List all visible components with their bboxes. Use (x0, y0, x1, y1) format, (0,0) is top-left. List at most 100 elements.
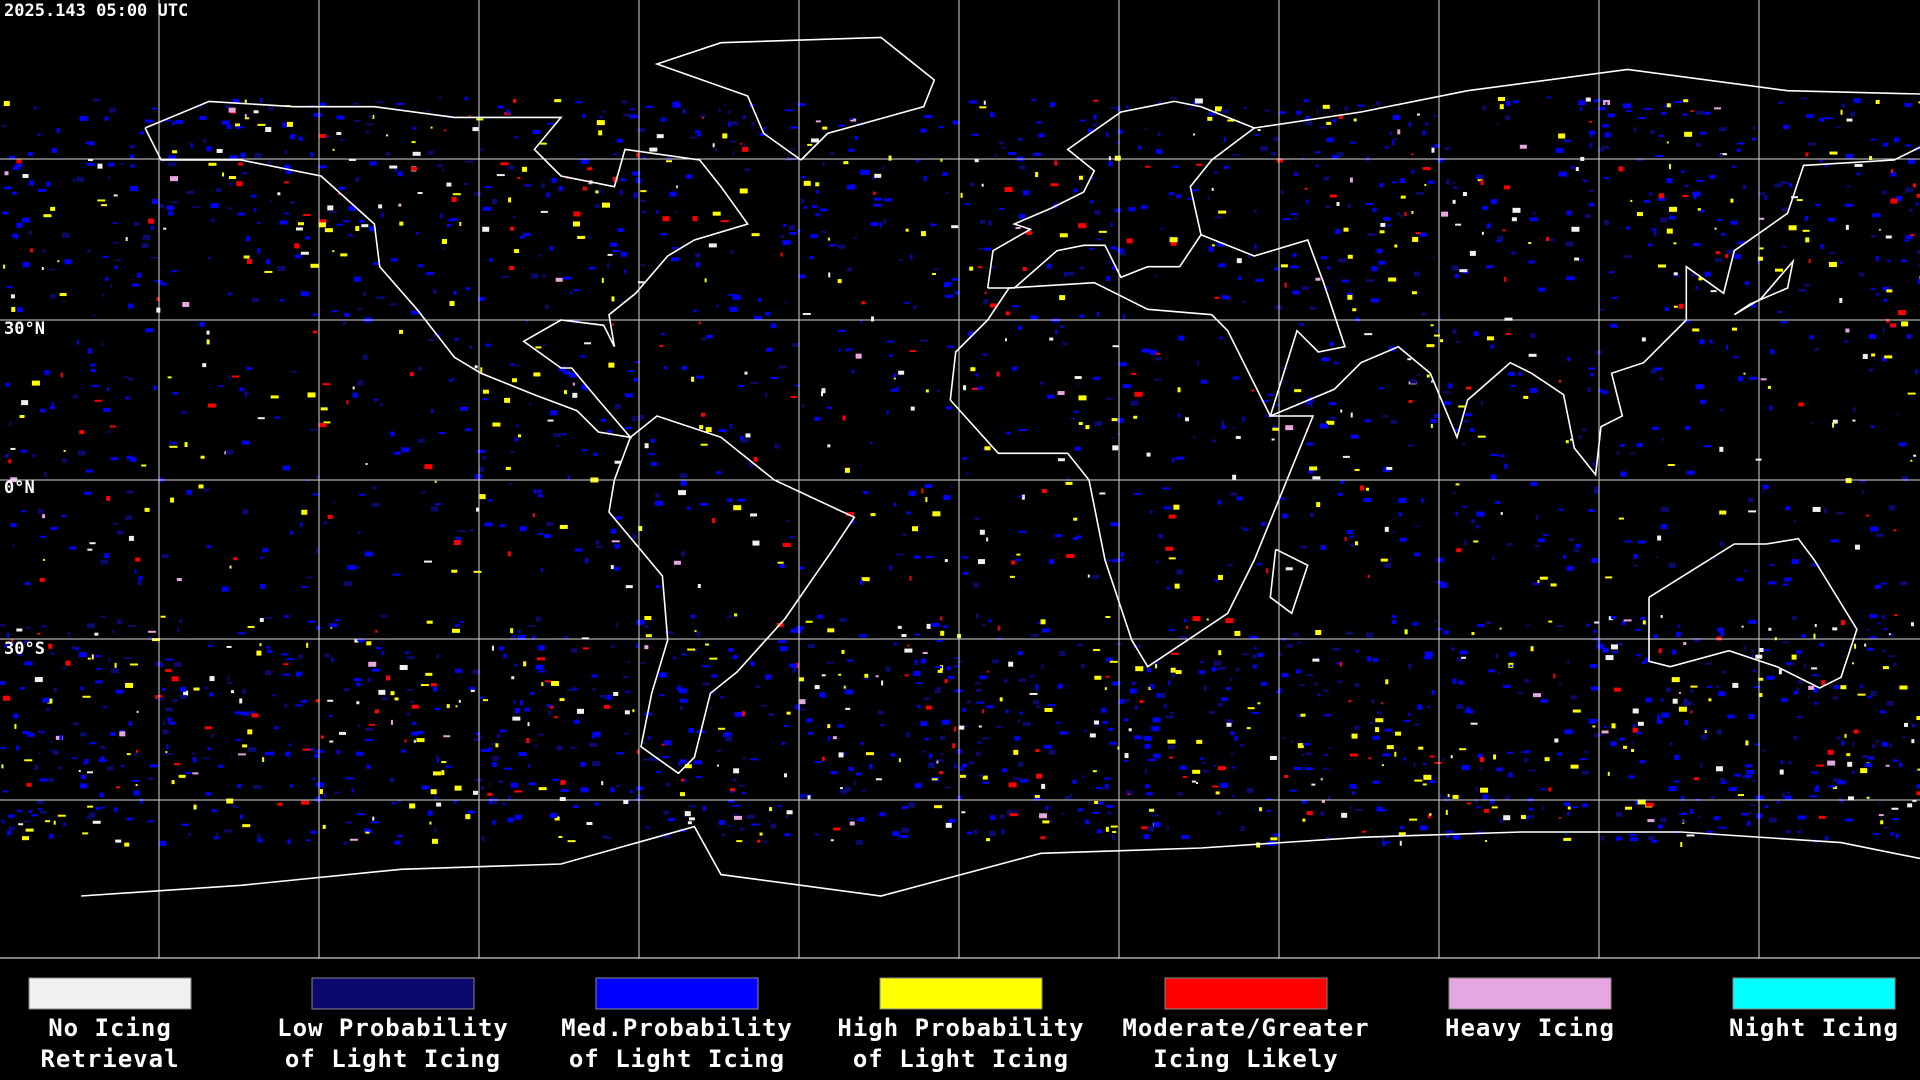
icing-pixel (602, 835, 609, 839)
icing-pixel (925, 556, 934, 559)
icing-pixel (847, 184, 856, 190)
icing-pixel (608, 362, 615, 368)
icing-pixel (684, 764, 692, 769)
icing-pixel (1007, 151, 1016, 155)
icing-pixel (768, 712, 774, 716)
icing-pixel (1698, 277, 1703, 281)
icing-pixel (1537, 538, 1545, 543)
icing-pixel (1353, 118, 1357, 122)
icing-pixel (1486, 265, 1494, 269)
coastlines (81, 36, 1920, 897)
icing-pixel (1347, 203, 1351, 208)
icing-pixel (1632, 564, 1638, 567)
icing-pixel (1880, 582, 1887, 585)
icing-pixel (1256, 842, 1261, 848)
icing-pixel (1535, 514, 1539, 520)
icing-pixel (509, 363, 515, 366)
icing-pixel (1203, 761, 1206, 764)
icing-pixel (315, 749, 324, 753)
icing-pixel (805, 620, 813, 623)
icing-pixel (1184, 417, 1189, 422)
icing-pixel (975, 386, 984, 390)
icing-pixel (1175, 194, 1181, 199)
icing-pixel (1096, 829, 1102, 834)
icing-pixel (204, 726, 212, 730)
icing-pixel (712, 211, 721, 216)
icing-pixel (1719, 541, 1725, 547)
icing-pixel (1363, 497, 1372, 502)
icing-pixel (1298, 684, 1305, 687)
icing-pixel (1517, 691, 1525, 694)
icing-pixel (815, 182, 820, 187)
icing-pixel (63, 822, 66, 827)
icing-pixel (1820, 243, 1824, 249)
icing-pixel (1176, 456, 1185, 460)
icing-pixel (716, 749, 721, 753)
icing-pixel (1025, 230, 1032, 235)
icing-pixel (1915, 201, 1918, 206)
legend-swatch (1448, 977, 1612, 1010)
icing-pixel (733, 768, 740, 774)
icing-pixel (1559, 681, 1562, 685)
icing-pixel (1057, 391, 1065, 396)
icing-pixel (536, 657, 545, 661)
icing-pixel (367, 677, 370, 682)
icing-pixel (610, 787, 615, 793)
icing-pixel (517, 364, 520, 368)
icing-pixel (732, 150, 735, 156)
icing-pixel (1704, 271, 1711, 277)
icing-pixel (1452, 794, 1459, 799)
icing-pixel (1047, 704, 1056, 707)
icing-pixel (1279, 111, 1286, 115)
icing-pixel (318, 165, 327, 169)
icing-pixel (86, 815, 95, 819)
icing-pixel (523, 661, 527, 667)
icing-pixel (37, 632, 41, 635)
icing-pixel (1660, 615, 1663, 619)
icing-pixel (547, 122, 554, 125)
icing-pixel (1166, 586, 1170, 590)
icing-pixel (604, 836, 612, 839)
icing-pixel (356, 701, 360, 705)
icing-pixel (57, 814, 66, 817)
icing-pixel (1805, 237, 1810, 243)
icing-pixel (1733, 356, 1739, 359)
icing-pixel (1138, 145, 1142, 150)
icing-pixel (554, 816, 560, 821)
icing-pixel (165, 658, 174, 661)
icing-pixel (318, 423, 327, 428)
icing-pixel (1014, 559, 1022, 562)
icing-pixel (1682, 194, 1689, 197)
icing-pixel (1890, 632, 1894, 637)
icing-pixel (1169, 756, 1174, 759)
icing-pixel (1796, 650, 1803, 654)
icing-pixel (1122, 314, 1125, 320)
icing-pixel (682, 108, 685, 114)
icing-pixel (1463, 419, 1470, 423)
icing-pixel (138, 576, 143, 581)
icing-pixel (893, 642, 898, 645)
icing-pixel (105, 276, 109, 281)
icing-pixel (1720, 153, 1728, 156)
icing-pixel (218, 764, 224, 768)
icing-pixel (581, 449, 587, 452)
icing-pixel (162, 687, 166, 691)
icing-pixel (584, 342, 592, 345)
icing-pixel (1786, 830, 1790, 834)
icing-pixel (1105, 826, 1109, 832)
icing-pixel (10, 294, 15, 299)
icing-pixel (1835, 512, 1844, 515)
icing-pixel (723, 732, 732, 738)
icing-pixel (22, 731, 31, 735)
icing-pixel (935, 759, 944, 763)
icing-pixel (1637, 721, 1644, 726)
icing-pixel (753, 316, 762, 321)
icing-pixel (875, 778, 882, 781)
icing-pixel (514, 790, 523, 793)
icing-pixel (1809, 795, 1818, 798)
icing-pixel (391, 802, 396, 805)
icing-pixel (1819, 159, 1823, 162)
icing-pixel (1597, 107, 1606, 111)
icing-pixel (353, 276, 361, 282)
icing-pixel (1672, 649, 1677, 655)
